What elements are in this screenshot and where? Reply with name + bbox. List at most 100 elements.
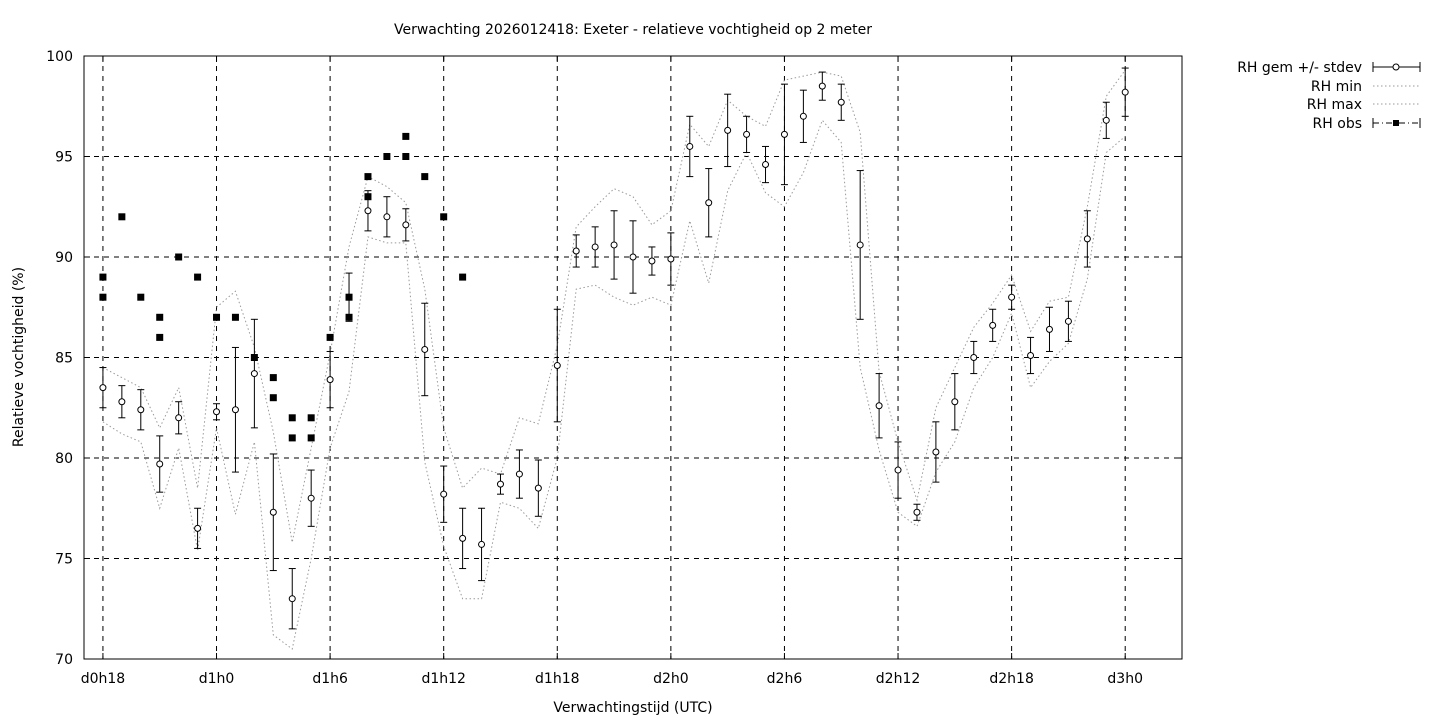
mean-point xyxy=(194,524,202,532)
obs-point xyxy=(137,293,145,301)
mean-point xyxy=(610,241,618,249)
mean-point xyxy=(1121,88,1129,96)
obs-point xyxy=(250,354,258,361)
x-tick-label: d2h12 xyxy=(876,671,920,687)
mean-point xyxy=(875,402,883,410)
mean-point xyxy=(705,199,713,207)
x-tick-label: d1h0 xyxy=(199,671,235,687)
x-axis-ticks: d0h18 d1h0 d1h6 d1h12 d1h18 d2h0 d2h6 d2h12 d2h1… xyxy=(81,56,1143,687)
obs-point xyxy=(269,394,277,402)
mean-point xyxy=(799,112,807,120)
mean-point xyxy=(667,255,675,263)
mean-point xyxy=(1027,351,1035,359)
obs-point xyxy=(326,333,334,341)
mean-point xyxy=(459,534,467,542)
obs-point xyxy=(99,273,107,281)
y-tick-label: 80 xyxy=(55,451,73,467)
y-tick-label: 75 xyxy=(55,552,73,568)
mean-point xyxy=(534,484,542,492)
y-tick-label: 90 xyxy=(55,250,73,266)
mean-point xyxy=(989,321,997,329)
obs-point xyxy=(402,153,410,160)
mean-point xyxy=(478,540,486,548)
obs-point xyxy=(269,374,277,382)
mean-point xyxy=(686,142,694,150)
obs-point xyxy=(213,313,221,321)
obs-point xyxy=(421,173,429,181)
x-tick-label: d2h0 xyxy=(653,671,689,687)
mean-point xyxy=(743,130,751,138)
mean-errorbars xyxy=(99,67,1129,630)
mean-point xyxy=(856,241,864,249)
mean-point xyxy=(440,490,448,498)
mean-point xyxy=(156,460,164,468)
rh-min-line xyxy=(102,119,1126,650)
mean-point xyxy=(269,508,277,516)
grid-lines xyxy=(84,56,1182,659)
obs-point xyxy=(175,253,183,261)
mean-point xyxy=(213,408,221,416)
chart-title: Verwachting 2026012418: Exeter - relatie… xyxy=(394,22,872,38)
x-tick-label: d3h0 xyxy=(1107,671,1143,687)
mean-point xyxy=(250,370,258,378)
mean-point xyxy=(1064,317,1072,325)
obs-point xyxy=(345,313,353,321)
y-tick-label: 70 xyxy=(55,652,73,668)
obs-point xyxy=(345,293,353,301)
y-axis-ticks: 70 75 80 85 90 95 100 xyxy=(46,49,1182,668)
mean-point xyxy=(383,213,391,221)
obs-point xyxy=(288,414,296,422)
mean-point xyxy=(724,126,732,134)
x-tick-label: d1h12 xyxy=(421,671,465,687)
mean-point xyxy=(1008,293,1016,301)
mean-point xyxy=(629,253,637,261)
legend-label-obs: RH obs xyxy=(1313,116,1362,132)
obs-point xyxy=(99,293,107,301)
obs-point xyxy=(156,313,164,321)
obs-point xyxy=(364,193,372,201)
mean-point xyxy=(402,221,410,229)
legend: RH gem +/- stdev RH min RH max RH obs xyxy=(1237,60,1421,132)
x-tick-label: d2h6 xyxy=(767,671,803,687)
rh-max-line xyxy=(102,69,1126,543)
obs-point xyxy=(156,333,164,341)
x-axis-label: Verwachtingstijd (UTC) xyxy=(553,700,712,716)
x-tick-label: d1h18 xyxy=(535,671,579,687)
mean-point xyxy=(591,243,599,251)
obs-point xyxy=(440,213,448,221)
mean-point xyxy=(818,82,826,90)
mean-point xyxy=(231,406,239,414)
mean-point xyxy=(553,362,561,370)
mean-point xyxy=(118,398,126,406)
mean-point xyxy=(364,207,372,215)
legend-label-mean: RH gem +/- stdev xyxy=(1237,60,1362,76)
y-axis-label: Relatieve vochtigheid (%) xyxy=(11,267,27,447)
y-tick-label: 95 xyxy=(55,150,73,166)
mean-point xyxy=(648,257,656,265)
x-tick-label: d2h18 xyxy=(989,671,1033,687)
legend-sample-obs xyxy=(1372,118,1421,128)
observation-markers xyxy=(99,132,467,442)
mean-point xyxy=(137,406,145,414)
mean-point xyxy=(894,466,902,474)
legend-label-min: RH min xyxy=(1311,79,1362,95)
mean-point xyxy=(288,595,296,603)
mean-point xyxy=(932,448,940,456)
mean-point xyxy=(951,398,959,406)
obs-point xyxy=(307,414,315,422)
legend-label-max: RH max xyxy=(1307,97,1362,113)
obs-point xyxy=(383,153,391,160)
x-tick-label: d0h18 xyxy=(81,671,125,687)
obs-point xyxy=(364,173,372,181)
obs-point xyxy=(402,132,410,140)
mean-point xyxy=(762,161,770,169)
mean-point xyxy=(175,414,183,422)
mean-point xyxy=(326,376,334,384)
obs-point xyxy=(118,213,126,221)
mean-point xyxy=(421,345,429,353)
x-tick-label: d1h6 xyxy=(312,671,348,687)
obs-point xyxy=(288,434,296,442)
mean-point xyxy=(1045,325,1053,333)
mean-point xyxy=(515,470,523,478)
